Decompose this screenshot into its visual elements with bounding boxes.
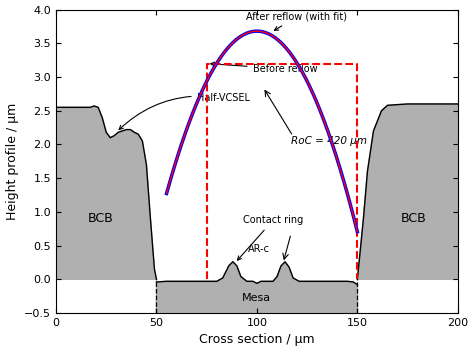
Text: RoC = 420 μm: RoC = 420 μm xyxy=(291,136,367,146)
Polygon shape xyxy=(357,104,458,279)
Text: After reflow (with fit): After reflow (with fit) xyxy=(246,12,347,30)
Polygon shape xyxy=(56,106,156,279)
X-axis label: Cross section / μm: Cross section / μm xyxy=(199,333,315,346)
Polygon shape xyxy=(156,262,357,285)
Text: Before reflow: Before reflow xyxy=(211,62,317,74)
Text: Contact ring: Contact ring xyxy=(237,215,303,260)
Text: BCB: BCB xyxy=(401,212,427,225)
Text: AR-c: AR-c xyxy=(248,244,270,254)
Text: Mesa: Mesa xyxy=(242,293,272,302)
Text: Half-VCSEL: Half-VCSEL xyxy=(119,93,250,130)
Text: BCB: BCB xyxy=(87,212,113,225)
Y-axis label: Height profile / μm: Height profile / μm xyxy=(6,103,18,220)
